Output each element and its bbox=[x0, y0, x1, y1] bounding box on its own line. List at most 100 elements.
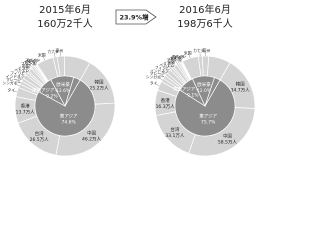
segment-name: フランス bbox=[21, 61, 36, 66]
value-label: 75.7% bbox=[201, 120, 216, 126]
chart-title: 2016年6月 bbox=[179, 3, 231, 16]
value-label: 33.1万人 bbox=[165, 133, 185, 139]
value-label: 9.2% bbox=[46, 93, 58, 99]
leader-line bbox=[18, 76, 23, 80]
segment-name: イタリア bbox=[170, 55, 185, 60]
segment-name: ベトナム bbox=[14, 68, 29, 73]
growth-arrow bbox=[115, 9, 157, 25]
inner-segment bbox=[34, 79, 96, 137]
segment-name: フランス bbox=[166, 57, 181, 62]
segment-name: 香港 bbox=[161, 97, 170, 104]
value-label: 13.7万人 bbox=[16, 110, 36, 116]
leader-line bbox=[172, 61, 176, 66]
segment-name: 東南アジア+インド bbox=[32, 86, 72, 93]
value-label: 58.5万人 bbox=[218, 140, 238, 146]
value-label: 12.6% bbox=[56, 88, 71, 94]
leader-line bbox=[162, 71, 167, 75]
segment-name: フィリピン bbox=[155, 65, 174, 70]
leader-line bbox=[188, 53, 191, 59]
value-label: 34.7万人 bbox=[231, 87, 251, 93]
leader-line bbox=[14, 83, 20, 86]
leader-line bbox=[32, 61, 36, 66]
value-label: 16.3万人 bbox=[156, 104, 176, 110]
segment-name: 東アジア bbox=[199, 113, 217, 120]
segment-name: 欧米豪 bbox=[56, 81, 70, 88]
segment-name: インド bbox=[18, 66, 30, 71]
segment-name: 中国 bbox=[87, 129, 96, 136]
segment-name: インドネシア bbox=[150, 68, 173, 73]
leader-line bbox=[154, 83, 160, 86]
segment-name: カナダ bbox=[47, 49, 59, 54]
segment-name: 中国 bbox=[223, 133, 232, 140]
segment-name: タイ bbox=[7, 88, 15, 93]
chart-subtitle: 160万2千人 bbox=[37, 18, 92, 30]
segment-name: 韓国 bbox=[95, 78, 104, 85]
segment-name: インドネシア bbox=[6, 74, 29, 79]
segment-name: シンガポール bbox=[146, 74, 169, 79]
segment-name: シンガポール bbox=[2, 81, 25, 86]
segment-name: 豪州 bbox=[55, 48, 63, 53]
segment-name: 英国 bbox=[22, 63, 30, 68]
leader-line bbox=[42, 55, 45, 61]
leader-line bbox=[29, 64, 33, 69]
segment-name: 東アジア bbox=[60, 112, 78, 119]
segment-name: 欧米豪 bbox=[197, 81, 211, 88]
leader-line bbox=[169, 63, 174, 68]
segment-name: スペイン bbox=[25, 58, 40, 63]
leader-line bbox=[176, 58, 180, 64]
growth-label: 23.9%増 bbox=[119, 13, 149, 22]
value-label: 46.2万人 bbox=[82, 136, 102, 142]
segment-name: 米国 bbox=[38, 53, 46, 58]
segment-name: 台湾 bbox=[35, 130, 44, 137]
segment-name: ドイツ bbox=[170, 56, 182, 61]
leader-line bbox=[22, 70, 27, 74]
value-label: 25.2万人 bbox=[90, 85, 110, 91]
segment-name: 香港 bbox=[21, 103, 30, 110]
value-label: 74.6% bbox=[62, 119, 77, 125]
value-label: 9.1% bbox=[187, 92, 199, 98]
segment-name: 韓国 bbox=[236, 80, 245, 87]
leader-line bbox=[24, 68, 29, 73]
segment-name: ベトナム bbox=[159, 62, 174, 67]
leader-line bbox=[20, 73, 25, 77]
segment-name: カナダ bbox=[193, 48, 205, 53]
leader-line bbox=[178, 57, 182, 63]
segment-name: マレーシア bbox=[150, 71, 169, 76]
segment-name: 英国 bbox=[167, 59, 175, 64]
segment-name: 米国 bbox=[184, 50, 192, 55]
leader-line bbox=[12, 90, 18, 93]
segment-name: 台湾 bbox=[170, 126, 179, 133]
segment-name: 豪州 bbox=[203, 48, 211, 53]
segment-name: ドイツ bbox=[24, 60, 36, 65]
chart-title: 2015年6月 bbox=[39, 3, 91, 16]
leader-line bbox=[32, 61, 37, 66]
segment-name: タイ bbox=[150, 81, 158, 86]
value-label: 12.0% bbox=[197, 88, 212, 94]
inner-segment bbox=[174, 79, 236, 137]
leader-line bbox=[167, 65, 172, 70]
chart-subtitle: 198万6千人 bbox=[177, 18, 232, 30]
segment-name: インド bbox=[163, 61, 175, 66]
value-label: 26.5万人 bbox=[30, 137, 50, 143]
leader-line bbox=[174, 59, 178, 65]
leader-line bbox=[179, 57, 183, 62]
leader-line bbox=[165, 67, 169, 72]
leader-line bbox=[33, 60, 37, 65]
segment-name: ロシア bbox=[172, 55, 184, 60]
chart: 2015年6月 160万2千人 2016年6月 198万6千人 23.9%増 韓… bbox=[2, 3, 256, 157]
leader-line bbox=[16, 80, 21, 83]
segment-name: イタリア bbox=[24, 59, 39, 64]
leader-line bbox=[177, 57, 181, 63]
leader-line bbox=[160, 73, 165, 78]
segment-name: フィリピン bbox=[10, 71, 29, 76]
leader-line bbox=[26, 66, 31, 71]
leader-line bbox=[157, 77, 163, 81]
segment-name: ロシア bbox=[26, 58, 38, 63]
inner-segment bbox=[64, 76, 81, 107]
segment-name: マレーシア bbox=[6, 77, 25, 82]
segment-name: スペイン bbox=[171, 54, 186, 59]
leader-line bbox=[30, 62, 35, 67]
segment-name: 東南アジア+インド bbox=[173, 85, 213, 92]
leader-line bbox=[53, 52, 56, 58]
inner-segment bbox=[204, 77, 221, 107]
